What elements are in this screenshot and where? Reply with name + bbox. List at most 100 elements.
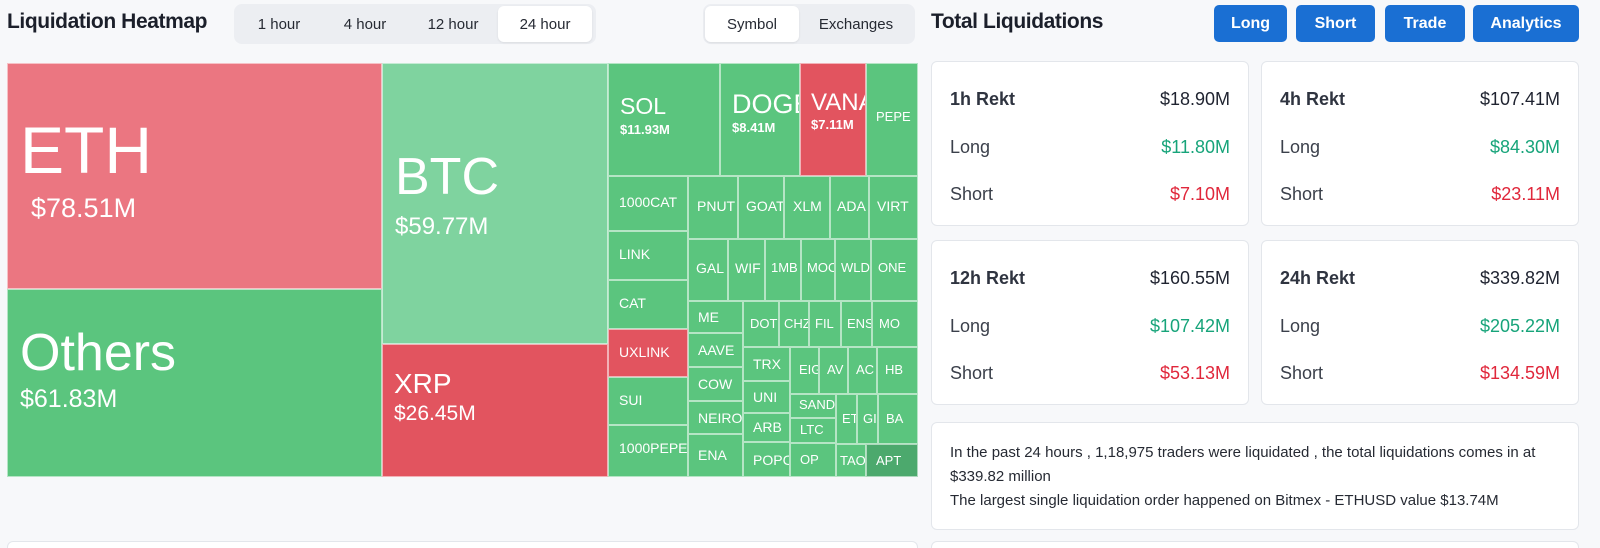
treemap-tile-dot[interactable]: DOT: [743, 301, 779, 347]
treemap-tile-sui[interactable]: SUI: [608, 377, 688, 425]
treemap-tile-cow[interactable]: COW: [688, 367, 743, 401]
timeframe-selector: 1 hour 4 hour 12 hour 24 hour: [234, 4, 596, 44]
tile-symbol: HB: [885, 362, 904, 377]
treemap-tile-fil[interactable]: FIL: [809, 301, 841, 347]
treemap-tile-neiro[interactable]: NEIRO: [688, 401, 743, 434]
treemap-tile-wld[interactable]: WLD: [835, 239, 871, 301]
treemap-tile-1000pepe[interactable]: 1000PEPE: [608, 425, 688, 477]
treemap-tile-gal[interactable]: GAL: [688, 239, 728, 301]
treemap-tile-eig[interactable]: EIG: [790, 347, 819, 394]
treemap-tile-virt[interactable]: VIRT: [869, 176, 918, 239]
treemap-tile-sand[interactable]: SAND: [790, 394, 836, 418]
treemap-tile-vana[interactable]: VANA$7.11M: [800, 63, 866, 176]
analytics-button[interactable]: Analytics: [1473, 5, 1579, 42]
treemap-tile-hb[interactable]: HB: [877, 347, 918, 394]
treemap-tile-uxlink[interactable]: UXLINK: [608, 329, 688, 377]
treemap-tile-cat[interactable]: CAT: [608, 280, 688, 329]
treemap-tile-eth[interactable]: ETH $78.51M: [7, 63, 382, 289]
tile-symbol: POPC: [753, 452, 790, 468]
long-value: $107.42M: [1149, 315, 1230, 336]
tile-value: $61.83M: [20, 384, 118, 413]
treemap-tile-gi[interactable]: GI: [857, 394, 878, 444]
card-total: $339.82M: [1479, 268, 1560, 289]
tile-symbol: VIRT: [877, 198, 909, 214]
treemap-tile-goat[interactable]: GOAT: [738, 176, 784, 239]
tile-symbol: WIF: [735, 260, 761, 276]
treemap-tile-xrp[interactable]: XRP $26.45M: [382, 344, 608, 477]
tile-symbol: UNI: [753, 389, 778, 405]
tile-symbol: ONE: [878, 260, 907, 275]
tile-symbol: MOO: [807, 260, 835, 275]
treemap-tile-uni[interactable]: UNI: [743, 381, 790, 413]
tab-symbol[interactable]: Symbol: [705, 6, 799, 42]
long-button[interactable]: Long: [1214, 5, 1287, 42]
treemap-tile-chz[interactable]: CHZ: [779, 301, 809, 347]
tile-symbol: XRP: [394, 368, 452, 399]
tab-12-hour[interactable]: 12 hour: [427, 15, 479, 33]
short-value: $23.11M: [1491, 184, 1560, 205]
treemap-tile-sol[interactable]: SOL $11.93M: [608, 63, 720, 176]
view-selector: Symbol Exchanges: [703, 4, 915, 44]
treemap-tile-pepe[interactable]: PEPE: [866, 63, 918, 176]
treemap-tile-ac[interactable]: AC: [848, 347, 877, 394]
treemap-tile-trx[interactable]: TRX: [743, 347, 790, 381]
treemap-tile-doge[interactable]: DOGE$8.41M: [720, 63, 800, 176]
tile-symbol: SUI: [619, 392, 643, 408]
treemap-tile-ada[interactable]: ADA: [830, 176, 869, 239]
tile-symbol: 1000PEPE: [619, 440, 688, 456]
treemap-tile-aave[interactable]: AAVE: [688, 333, 743, 367]
liquidation-summary: In the past 24 hours , 1,18,975 traders …: [931, 422, 1579, 530]
short-label: Short: [950, 184, 994, 205]
summary-line-1: In the past 24 hours , 1,18,975 traders …: [950, 444, 1536, 485]
treemap-tile-btc[interactable]: BTC $59.77M: [382, 63, 608, 344]
tile-symbol: 1MB: [771, 260, 798, 275]
treemap-tile-link[interactable]: LINK: [608, 231, 688, 280]
long-value: $205.22M: [1479, 315, 1560, 336]
tab-24-hour[interactable]: 24 hour: [498, 6, 592, 42]
tile-symbol: LTC: [800, 422, 824, 437]
tab-1-hour[interactable]: 1 hour: [257, 15, 301, 33]
short-button[interactable]: Short: [1296, 5, 1375, 42]
treemap-tile-ens[interactable]: ENS: [841, 301, 872, 347]
treemap-tile-ena[interactable]: ENA: [688, 434, 743, 477]
tile-symbol: ETH: [20, 113, 152, 187]
tile-symbol: AC: [856, 362, 875, 377]
treemap-tile-1000cat[interactable]: 1000CAT: [608, 176, 688, 231]
treemap-tile-me[interactable]: ME: [688, 301, 743, 333]
trade-button[interactable]: Trade: [1385, 5, 1465, 42]
tab-exchanges[interactable]: Exchanges: [818, 15, 894, 33]
treemap-tile-popc[interactable]: POPC: [743, 442, 790, 477]
treemap-tile-arb[interactable]: ARB: [743, 413, 790, 442]
treemap-tile-1mb[interactable]: 1MB: [765, 239, 801, 301]
rekt-card-4h: 4h Rekt $107.41M Long $84.30M Short $23.11M: [1261, 61, 1579, 226]
treemap-tile-apt[interactable]: APT: [866, 444, 918, 477]
tile-symbol: MO: [879, 316, 900, 331]
treemap-tile-tao[interactable]: TAO: [836, 444, 866, 477]
treemap-tile-mo[interactable]: MO: [872, 301, 918, 347]
tile-symbol: ENA: [698, 447, 727, 463]
tile-symbol: ARB: [753, 419, 782, 435]
treemap-tile-wif[interactable]: WIF: [728, 239, 765, 301]
treemap-tile-op[interactable]: OP: [790, 443, 836, 477]
treemap-tile-et[interactable]: ET: [836, 394, 857, 444]
treemap-tile-others[interactable]: Others $61.83M: [7, 289, 382, 477]
treemap-tile-ba[interactable]: BA: [878, 394, 918, 444]
treemap-tile-one[interactable]: ONE: [871, 239, 918, 301]
treemap-tile-moo[interactable]: MOO: [801, 239, 835, 301]
tab-4-hour[interactable]: 4 hour: [343, 15, 387, 33]
treemap-tile-av[interactable]: AV: [819, 347, 848, 394]
rekt-card-12h: 12h Rekt $160.55M Long $107.42M Short $53.1…: [931, 240, 1249, 405]
treemap-tile-ltc[interactable]: LTC: [790, 418, 836, 443]
treemap-tile-pnut[interactable]: PNUT: [688, 176, 738, 239]
tile-symbol: GAL: [696, 260, 725, 276]
tile-symbol: UXLINK: [619, 344, 670, 360]
card-total: $160.55M: [1149, 268, 1230, 289]
treemap-tile-xlm[interactable]: XLM: [784, 176, 830, 239]
tile-symbol: TRX: [753, 356, 781, 372]
tile-symbol: Others: [20, 324, 177, 382]
tile-symbol: XLM: [793, 198, 822, 214]
tile-symbol: APT: [876, 453, 902, 468]
tile-symbol: COW: [698, 376, 733, 392]
tile-symbol: GOAT: [746, 198, 784, 214]
tile-symbol: CHZ: [784, 316, 809, 331]
